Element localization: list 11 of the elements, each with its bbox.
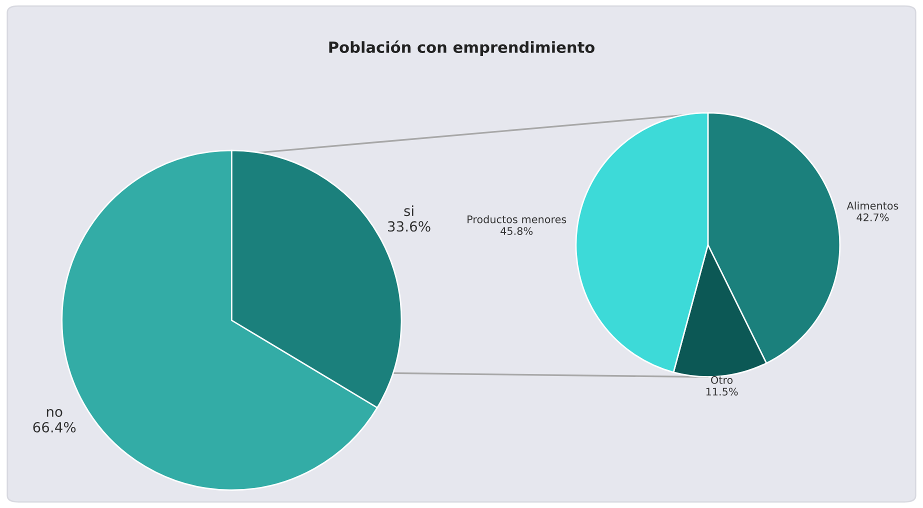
slice-label: si xyxy=(404,205,414,216)
data-label: 45.8% xyxy=(500,227,533,235)
slice-label: no xyxy=(46,408,62,417)
slice-label: Alimentos xyxy=(846,202,898,210)
data-label: 11.5% xyxy=(706,388,738,396)
text: Población con emprendimiento xyxy=(329,40,594,56)
slice-label: Otro xyxy=(711,376,733,384)
data-label: 33.6% xyxy=(388,221,430,232)
data-label: 66.4% xyxy=(33,422,76,433)
slice-label: Productos menores xyxy=(468,215,566,224)
data-label: 42.7% xyxy=(856,213,889,222)
